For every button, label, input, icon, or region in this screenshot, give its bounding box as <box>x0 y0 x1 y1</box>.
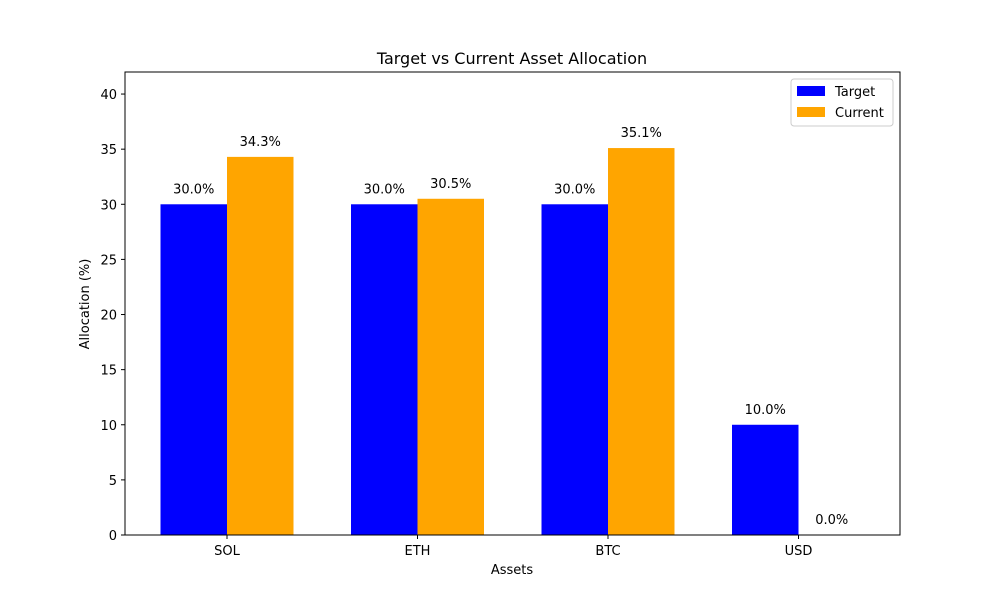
y-tick-label: 10 <box>100 419 117 434</box>
legend: Target Current <box>790 78 894 127</box>
bar-target-btc <box>541 204 608 536</box>
bar-target-sol <box>160 204 227 536</box>
bar-value-label: 30.5% <box>430 177 471 192</box>
bar-current-sol <box>227 156 294 535</box>
y-tick-label: 30 <box>100 198 117 213</box>
legend-swatch-current <box>797 107 825 117</box>
legend-swatch-target <box>797 86 825 96</box>
bar-value-label: 30.0% <box>173 182 214 197</box>
bar-value-label: 35.1% <box>621 126 662 141</box>
y-tick-label: 40 <box>100 88 117 103</box>
bar-value-label: 30.0% <box>554 182 595 197</box>
bar-current-btc <box>608 148 675 536</box>
x-axis-label: Assets <box>491 563 534 578</box>
bar-target-usd <box>732 424 799 535</box>
x-tick-label: USD <box>785 544 813 559</box>
bar-current-eth <box>417 198 484 535</box>
y-tick-label: 0 <box>109 529 117 544</box>
x-tick-label: BTC <box>595 544 620 559</box>
plot-area: 30.0% 30.0% 30.0% 10.0% 34.3% 30.5% 35.1% 0.0% 0… <box>100 71 901 559</box>
bar-value-label: 0.0% <box>815 513 848 528</box>
bar-value-label: 34.3% <box>240 135 281 150</box>
y-tick-label: 5 <box>109 474 117 489</box>
y-axis-label: Allocation (%) <box>78 259 93 350</box>
plot-frame <box>124 71 901 536</box>
y-tick-label: 25 <box>100 253 117 268</box>
x-tick-label: SOL <box>214 544 240 559</box>
y-tick-label: 15 <box>100 364 117 379</box>
legend-label-target: Target <box>834 85 875 100</box>
y-tick-label: 20 <box>100 309 117 324</box>
chart-title: Target vs Current Asset Allocation <box>376 49 647 68</box>
x-tick-label: ETH <box>405 544 431 559</box>
bar-target-eth <box>351 204 418 536</box>
bar-value-label: 10.0% <box>745 403 786 418</box>
legend-label-current: Current <box>835 106 884 121</box>
y-tick-label: 35 <box>100 143 117 158</box>
bar-value-label: 30.0% <box>364 182 405 197</box>
